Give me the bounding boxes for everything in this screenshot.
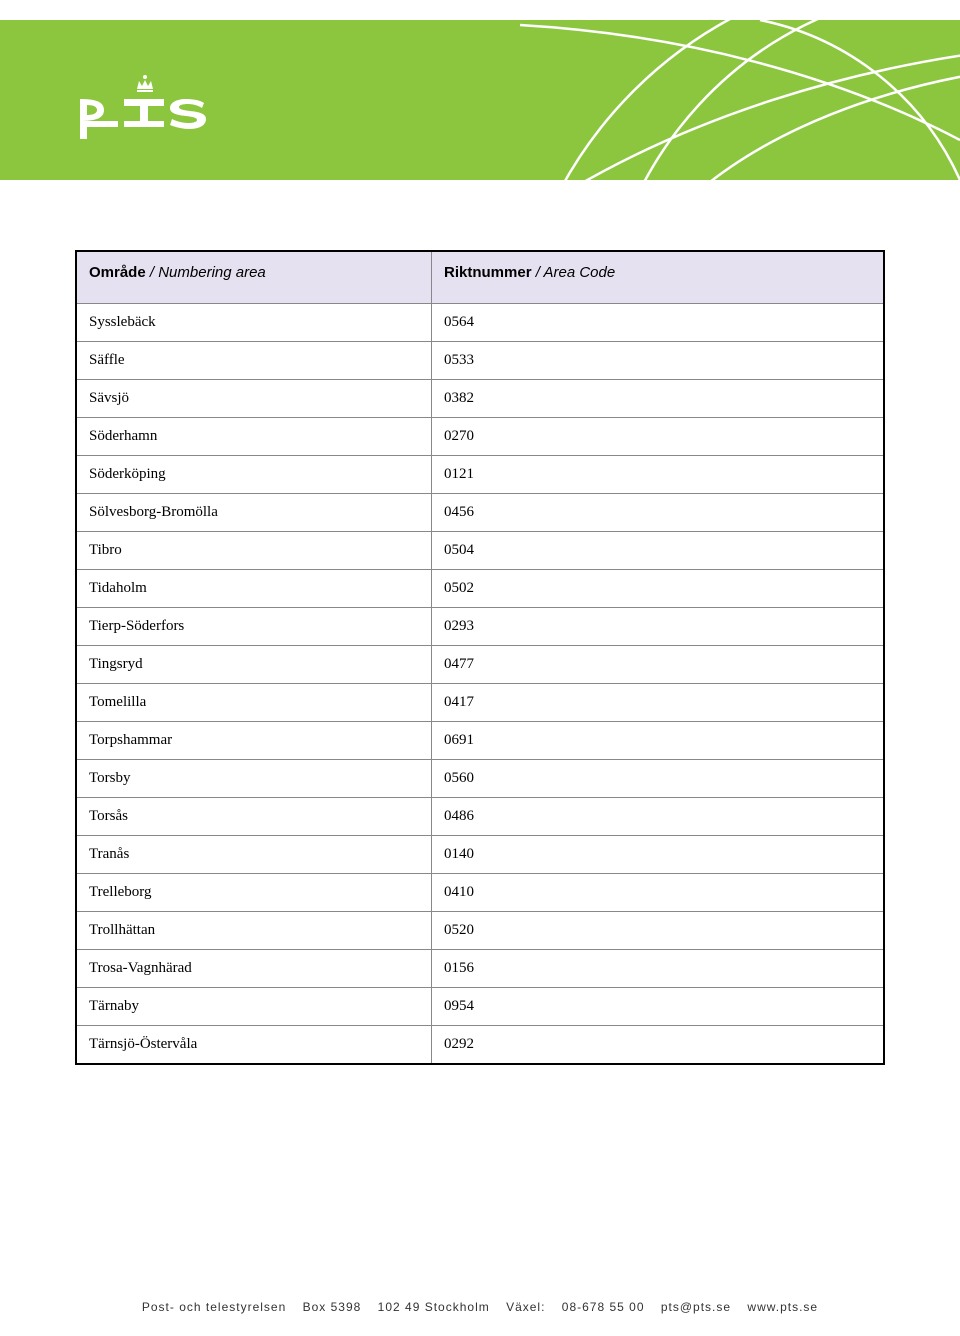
content-area: Område / Numbering area Riktnummer / Are… bbox=[0, 190, 960, 1065]
header-code-italic: Area Code bbox=[544, 264, 616, 281]
cell-code: 0477 bbox=[432, 646, 884, 684]
table-row: Trelleborg0410 bbox=[76, 874, 884, 912]
table-row: Tärnsjö-Östervåla0292 bbox=[76, 1026, 884, 1065]
table-row: Sölvesborg-Bromölla0456 bbox=[76, 494, 884, 532]
cell-code: 0156 bbox=[432, 950, 884, 988]
cell-area: Tärnsjö-Östervåla bbox=[76, 1026, 432, 1065]
cell-code: 0456 bbox=[432, 494, 884, 532]
table-row: Söderköping0121 bbox=[76, 456, 884, 494]
header-code-bold: Riktnummer bbox=[444, 264, 532, 281]
header-code-sep: / bbox=[532, 264, 544, 281]
table-row: Tibro0504 bbox=[76, 532, 884, 570]
pts-logo bbox=[80, 75, 210, 140]
cell-area: Söderhamn bbox=[76, 418, 432, 456]
cell-area: Trosa-Vagnhärad bbox=[76, 950, 432, 988]
cell-code: 0502 bbox=[432, 570, 884, 608]
cell-code: 0382 bbox=[432, 380, 884, 418]
table-row: Tranås0140 bbox=[76, 836, 884, 874]
column-header-area: Område / Numbering area bbox=[76, 251, 432, 304]
cell-area: Säffle bbox=[76, 342, 432, 380]
header-area-italic: Numbering area bbox=[158, 264, 266, 281]
cell-code: 0417 bbox=[432, 684, 884, 722]
cell-code: 0121 bbox=[432, 456, 884, 494]
cell-code: 0564 bbox=[432, 304, 884, 342]
cell-code: 0520 bbox=[432, 912, 884, 950]
table-row: Torpshammar0691 bbox=[76, 722, 884, 760]
table-body: Sysslebäck0564Säffle0533Sävsjö0382Söderh… bbox=[76, 304, 884, 1065]
cell-area: Torsby bbox=[76, 760, 432, 798]
page-footer: Post- och telestyrelsen Box 5398 102 49 … bbox=[0, 1300, 960, 1314]
footer-phone-label: Växel: bbox=[506, 1300, 545, 1314]
table-row: Söderhamn0270 bbox=[76, 418, 884, 456]
column-header-code: Riktnummer / Area Code bbox=[432, 251, 884, 304]
cell-code: 0954 bbox=[432, 988, 884, 1026]
cell-code: 0140 bbox=[432, 836, 884, 874]
cell-area: Tibro bbox=[76, 532, 432, 570]
table-row: Sysslebäck0564 bbox=[76, 304, 884, 342]
cell-code: 0560 bbox=[432, 760, 884, 798]
footer-email: pts@pts.se bbox=[661, 1300, 731, 1314]
header-area-bold: Område bbox=[89, 264, 146, 281]
cell-area: Sysslebäck bbox=[76, 304, 432, 342]
table-row: Torsås0486 bbox=[76, 798, 884, 836]
cell-area: Tranås bbox=[76, 836, 432, 874]
footer-phone: 08-678 55 00 bbox=[562, 1300, 645, 1314]
table-row: Tomelilla0417 bbox=[76, 684, 884, 722]
cell-area: Trollhättan bbox=[76, 912, 432, 950]
cell-area: Tidaholm bbox=[76, 570, 432, 608]
cell-code: 0410 bbox=[432, 874, 884, 912]
cell-area: Tomelilla bbox=[76, 684, 432, 722]
table-header-row: Område / Numbering area Riktnummer / Are… bbox=[76, 251, 884, 304]
area-code-table: Område / Numbering area Riktnummer / Are… bbox=[75, 250, 885, 1065]
table-row: Tierp-Söderfors0293 bbox=[76, 608, 884, 646]
cell-code: 0486 bbox=[432, 798, 884, 836]
footer-box: Box 5398 bbox=[303, 1300, 362, 1314]
cell-area: Torsås bbox=[76, 798, 432, 836]
table-row: Tidaholm0502 bbox=[76, 570, 884, 608]
table-row: Trosa-Vagnhärad0156 bbox=[76, 950, 884, 988]
cell-area: Tingsryd bbox=[76, 646, 432, 684]
table-row: Säffle0533 bbox=[76, 342, 884, 380]
cell-area: Tärnaby bbox=[76, 988, 432, 1026]
cell-code: 0270 bbox=[432, 418, 884, 456]
header-area-sep: / bbox=[146, 264, 159, 281]
cell-area: Sölvesborg-Bromölla bbox=[76, 494, 432, 532]
table-row: Trollhättan0520 bbox=[76, 912, 884, 950]
cell-code: 0504 bbox=[432, 532, 884, 570]
table-row: Tärnaby0954 bbox=[76, 988, 884, 1026]
cell-code: 0292 bbox=[432, 1026, 884, 1065]
table-row: Tingsryd0477 bbox=[76, 646, 884, 684]
footer-org: Post- och telestyrelsen bbox=[142, 1300, 286, 1314]
cell-area: Tierp-Söderfors bbox=[76, 608, 432, 646]
footer-address: 102 49 Stockholm bbox=[378, 1300, 490, 1314]
cell-area: Söderköping bbox=[76, 456, 432, 494]
cell-area: Sävsjö bbox=[76, 380, 432, 418]
footer-web: www.pts.se bbox=[747, 1300, 818, 1314]
cell-code: 0533 bbox=[432, 342, 884, 380]
cell-code: 0293 bbox=[432, 608, 884, 646]
cell-area: Trelleborg bbox=[76, 874, 432, 912]
table-row: Torsby0560 bbox=[76, 760, 884, 798]
table-row: Sävsjö0382 bbox=[76, 380, 884, 418]
cell-area: Torpshammar bbox=[76, 722, 432, 760]
cell-code: 0691 bbox=[432, 722, 884, 760]
page-header bbox=[0, 0, 960, 190]
